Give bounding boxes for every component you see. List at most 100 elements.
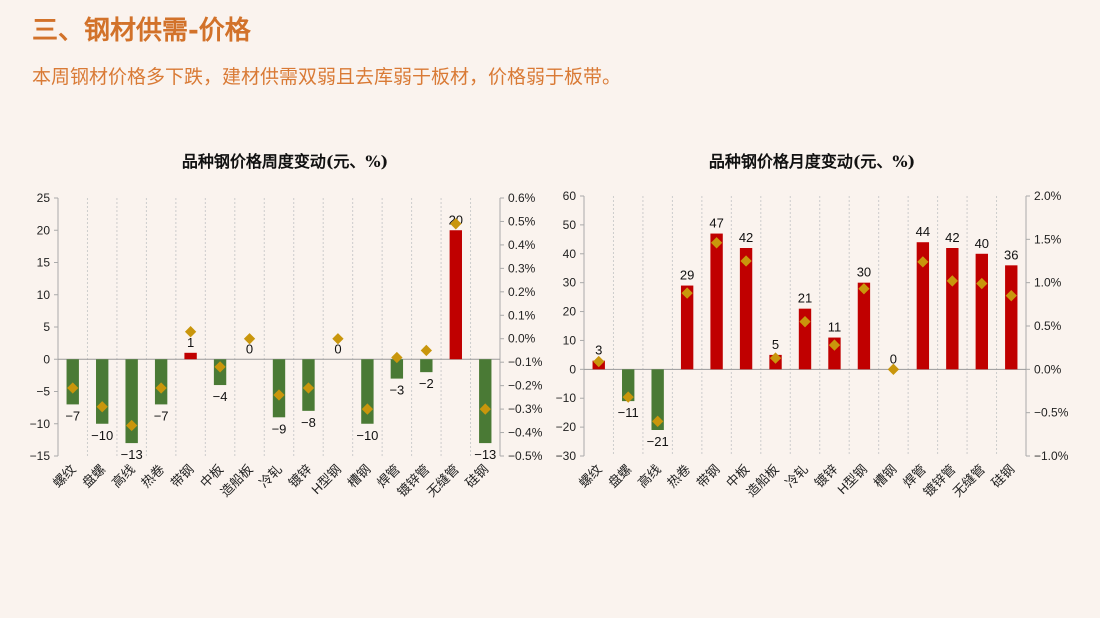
chart1-pct-marker <box>420 344 432 357</box>
chart2-category-label: H型钢 <box>834 462 870 498</box>
chart1-bar-label: 0 <box>246 341 253 356</box>
chart1-category-label: 盘螺 <box>79 462 108 491</box>
chart1-bar-label: −13 <box>121 447 143 462</box>
chart1-right-tick-label: −0.3% <box>508 402 543 416</box>
chart1-left-tick-label: 5 <box>43 320 50 334</box>
chart2-right-tick-label: 2.0% <box>1034 189 1062 203</box>
chart2-bar-label: 44 <box>916 224 930 239</box>
chart2-right-tick-label: 1.5% <box>1034 232 1062 246</box>
chart1-bar-label: −4 <box>213 389 228 404</box>
chart1-category-label: 带钢 <box>168 462 197 491</box>
chart2-bar-label: 0 <box>890 351 897 366</box>
chart2-left-tick-label: 40 <box>563 247 577 261</box>
chart2-bar-label: 42 <box>739 230 753 245</box>
chart1-pct-marker <box>155 382 167 394</box>
chart2-category-label: 镀锌管 <box>920 462 958 500</box>
chart1-pct-marker <box>243 333 256 345</box>
chart1-bar-label: −10 <box>91 428 113 443</box>
chart2-pct-marker <box>652 415 664 427</box>
chart2-pct-marker <box>1005 290 1017 302</box>
chart2-left-tick-label: −30 <box>556 449 577 463</box>
chart1-right-tick-label: −0.4% <box>508 426 543 440</box>
chart1-right-tick-label: 0.2% <box>508 285 536 299</box>
chart1-right-tick-label: 0.6% <box>508 191 536 205</box>
chart1-bar <box>184 352 197 360</box>
chart1-right-tick-label: 0.4% <box>508 238 536 252</box>
chart1-category-label: 无缝管 <box>424 462 462 500</box>
chart1-bar-label: −7 <box>65 408 80 423</box>
chart1-left-tick-label: 25 <box>37 191 51 205</box>
chart1-left-tick-label: −5 <box>36 385 50 399</box>
chart2-bar-label: 11 <box>828 320 842 335</box>
chart1-pct-marker <box>184 326 197 338</box>
page-subtitle: 本周钢材价格多下跌，建材供需双弱且去库弱于板材，价格弱于板带。 <box>32 66 622 88</box>
chart2-left-tick-label: 50 <box>563 218 577 232</box>
chart1-right-tick-label: −0.5% <box>508 449 543 463</box>
chart1-bar-label: −3 <box>389 383 404 398</box>
chart2-bar-label: 29 <box>680 268 694 283</box>
chart2-bar-label: 36 <box>1004 247 1018 262</box>
chart1-category-label: 镀锌管 <box>394 462 432 500</box>
chart2-category-label: 冷轧 <box>782 462 811 491</box>
chart1-bar <box>479 359 492 444</box>
chart2-bar <box>916 242 930 370</box>
chart1-bar <box>96 359 109 424</box>
chart2-pct-marker <box>740 255 752 267</box>
chart1-left-tick-label: −15 <box>30 449 51 463</box>
chart2-bar <box>680 285 694 370</box>
chart2-pct-marker <box>946 275 958 287</box>
chart1-pct-marker <box>391 351 403 364</box>
chart1-category-label: 高线 <box>109 462 138 491</box>
chart1-right-tick-label: 0.1% <box>508 308 536 322</box>
chart2-bar-label: −21 <box>647 434 669 449</box>
chart1-pct-marker <box>126 419 138 432</box>
chart2-category-label: 硅钢 <box>988 462 1017 491</box>
chart2-pct-marker <box>769 352 782 364</box>
chart1-bar <box>272 359 286 418</box>
chart1-bar-label: −8 <box>301 415 316 430</box>
chart2-left-tick-label: 20 <box>563 305 577 319</box>
weekly-chart-title: 品种钢价格周度变动(元、%) <box>181 152 389 171</box>
chart1-bar-label: −9 <box>272 421 287 436</box>
chart2-pct-marker <box>917 256 929 268</box>
chart1-pct-marker <box>214 361 226 373</box>
chart1-category-label: H型钢 <box>308 462 344 498</box>
chart1-bar <box>420 359 433 373</box>
chart2-bar-label: 40 <box>975 236 989 251</box>
chart2-category-label: 无缝管 <box>950 462 988 500</box>
chart1-pct-marker <box>479 403 491 415</box>
chart1-bar <box>66 359 79 405</box>
chart1-category-label: 造船板 <box>217 462 255 500</box>
chart1-bar-label: 0 <box>334 341 341 356</box>
chart1-category-label: 槽钢 <box>345 462 374 491</box>
chart2-pct-marker <box>593 355 605 368</box>
chart2-category-label: 槽钢 <box>871 462 900 491</box>
chart2-bar-label: −11 <box>618 405 639 420</box>
chart1-left-tick-label: −10 <box>30 417 51 431</box>
chart2-right-tick-label: −1.0% <box>1034 449 1069 463</box>
chart2-bar-label: 42 <box>945 230 959 245</box>
chart2-pct-marker <box>799 316 811 328</box>
chart1-left-tick-label: 15 <box>37 256 51 270</box>
chart1-pct-marker <box>361 403 374 415</box>
chart1-right-tick-label: −0.1% <box>508 355 543 369</box>
chart2-pct-marker <box>681 287 693 299</box>
chart2-bar <box>1005 265 1018 370</box>
chart1-bar-label: −2 <box>419 376 434 391</box>
chart2-category-label: 螺纹 <box>576 462 605 491</box>
chart1-bar <box>154 359 168 405</box>
chart1-bar-label: −7 <box>154 408 169 423</box>
chart2-bar <box>975 253 988 370</box>
chart2-bar <box>710 233 723 370</box>
chart2-bar <box>857 282 871 370</box>
chart2-right-tick-label: 0.0% <box>1034 362 1062 376</box>
chart2-pct-marker <box>858 283 870 295</box>
chart2-bar <box>622 369 635 402</box>
chart2-category-label: 高线 <box>635 462 664 491</box>
chart1-left-tick-label: 0 <box>43 352 50 366</box>
chart1-category-label: 热卷 <box>138 462 167 491</box>
chart2-category-label: 热卷 <box>664 462 693 491</box>
chart2-category-label: 造船板 <box>743 462 781 500</box>
chart1-pct-marker <box>302 382 315 394</box>
chart2-bar <box>946 248 959 370</box>
